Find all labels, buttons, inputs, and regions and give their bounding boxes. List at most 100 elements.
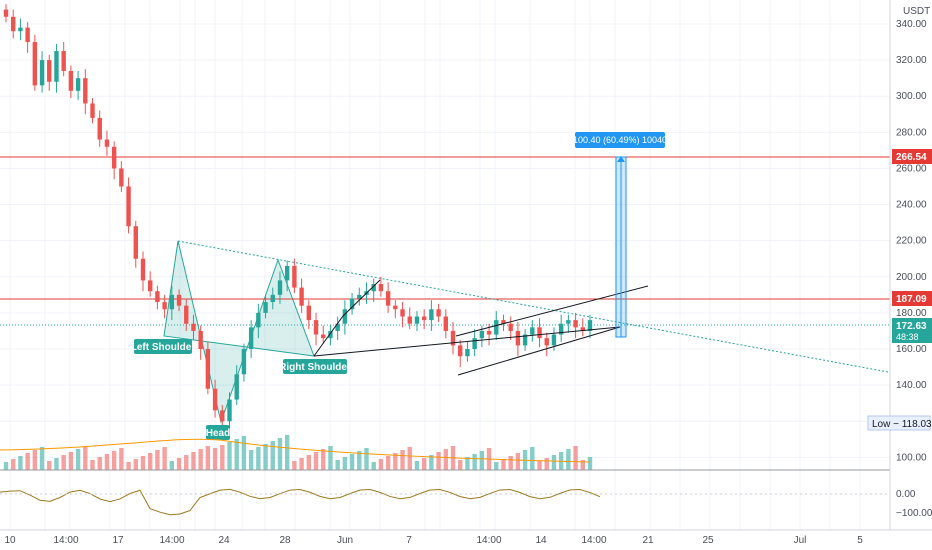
time-axis-tick: 14 bbox=[535, 535, 547, 546]
candle-body bbox=[580, 327, 585, 331]
bar-countdown: 48:38 bbox=[896, 332, 919, 342]
volume-bar bbox=[39, 447, 45, 470]
right-shoulder-label: Right Shoulder bbox=[279, 362, 351, 373]
volume-bar bbox=[393, 453, 398, 470]
price-axis-tick: 180.00 bbox=[896, 308, 927, 319]
volume-bar bbox=[119, 448, 124, 470]
candle-body bbox=[328, 330, 333, 339]
last-price-tag-bg bbox=[892, 318, 932, 343]
volume-bar bbox=[97, 457, 102, 470]
last-price-tag: 172.63 bbox=[896, 321, 927, 332]
time-axis-tick: Jun bbox=[337, 535, 353, 546]
osc-axis-tick: −100.00 bbox=[896, 508, 932, 519]
price-tag-lower-bg bbox=[892, 291, 932, 306]
grid-lines bbox=[0, 0, 890, 530]
price-axis-tick: 140.00 bbox=[896, 380, 927, 391]
time-axis-tick: 25 bbox=[702, 535, 714, 546]
volume-bar bbox=[400, 450, 405, 470]
volume-bar bbox=[551, 455, 557, 470]
volume-bar bbox=[349, 454, 355, 470]
candle-body bbox=[198, 330, 203, 349]
volume-bar bbox=[277, 438, 283, 470]
volume-bar bbox=[140, 456, 146, 470]
volume-bar bbox=[321, 449, 326, 470]
volume-bar bbox=[25, 453, 30, 470]
volume-bar bbox=[47, 461, 52, 470]
volume-bar bbox=[328, 446, 333, 470]
candle-body bbox=[75, 78, 81, 91]
volume-bar bbox=[515, 453, 521, 470]
time-axis-tick: 14:00 bbox=[159, 535, 184, 546]
candle-body bbox=[212, 388, 218, 411]
candle-body bbox=[342, 309, 348, 324]
measure-label-bg bbox=[575, 132, 665, 148]
candle-body bbox=[587, 320, 593, 331]
candle-body bbox=[119, 168, 124, 187]
candle-body bbox=[450, 330, 456, 346]
candle-body bbox=[54, 51, 59, 82]
time-axis-tick: 21 bbox=[642, 535, 654, 546]
volume-bar bbox=[248, 450, 254, 470]
candle-body bbox=[486, 330, 492, 335]
price-tag-upper: 266.54 bbox=[896, 152, 927, 163]
time-axis: 10 14:00 17 14:00 24 28 Jun 7 14:00 14 14:00 21 25 Ju… bbox=[4, 535, 863, 546]
price-tag-upper-bg bbox=[892, 149, 932, 164]
candle-body bbox=[566, 320, 571, 324]
candle-body bbox=[407, 316, 412, 324]
volume-bars bbox=[3, 435, 593, 470]
candle-body bbox=[458, 345, 463, 357]
volume-bar bbox=[32, 450, 38, 470]
candle-body bbox=[227, 399, 232, 422]
candle-body bbox=[544, 338, 549, 346]
low-marker-bg bbox=[867, 415, 931, 431]
candle-body bbox=[241, 349, 247, 375]
volume-bar bbox=[3, 462, 9, 470]
candle-body bbox=[494, 320, 499, 335]
candle-body bbox=[414, 316, 420, 324]
volume-bar bbox=[191, 452, 196, 470]
time-axis-tick: 14:00 bbox=[476, 535, 501, 546]
volume-bar bbox=[436, 452, 441, 470]
volume-bar bbox=[133, 459, 138, 470]
price-axis-tick: 220.00 bbox=[896, 236, 927, 247]
volume-bar bbox=[429, 455, 434, 470]
candle-body bbox=[68, 70, 74, 91]
right-shoulder-leg bbox=[313, 279, 381, 357]
candle-body bbox=[18, 27, 23, 32]
descending-trendline bbox=[177, 240, 889, 373]
volume-bar bbox=[284, 435, 290, 470]
volume-bar bbox=[126, 462, 131, 470]
volume-bar bbox=[205, 446, 211, 470]
volume-bar bbox=[364, 448, 369, 470]
candle-body bbox=[155, 291, 160, 303]
candle-body bbox=[335, 323, 340, 331]
oscillator-line bbox=[0, 488, 601, 516]
candle-body bbox=[39, 60, 45, 86]
candle-body bbox=[133, 226, 138, 259]
volume-bar bbox=[68, 452, 74, 470]
volume-bar bbox=[544, 458, 549, 470]
volume-bar bbox=[147, 453, 153, 470]
volume-bar bbox=[104, 454, 110, 470]
volume-bar bbox=[241, 436, 247, 470]
volume-bar bbox=[472, 454, 477, 470]
volume-bar bbox=[299, 458, 304, 470]
volume-average-line bbox=[0, 438, 591, 463]
candle-body bbox=[378, 284, 384, 292]
price-axis-tick: 160.00 bbox=[896, 344, 927, 355]
candle-body bbox=[465, 349, 470, 357]
candle-body bbox=[479, 330, 485, 339]
time-axis-tick: 10 bbox=[4, 535, 16, 546]
left-shoulder-label-bg bbox=[134, 339, 192, 354]
time-axis-tick: 17 bbox=[112, 535, 124, 546]
candle-body bbox=[32, 42, 38, 86]
head-and-shoulders-pattern bbox=[163, 240, 315, 424]
volume-bar bbox=[342, 457, 348, 470]
volume-bar bbox=[234, 439, 239, 470]
head-label-bg bbox=[206, 425, 230, 440]
candle-body bbox=[436, 309, 441, 317]
candle-body bbox=[162, 302, 167, 310]
volume-bar bbox=[18, 456, 23, 470]
volume-bar bbox=[292, 461, 297, 470]
